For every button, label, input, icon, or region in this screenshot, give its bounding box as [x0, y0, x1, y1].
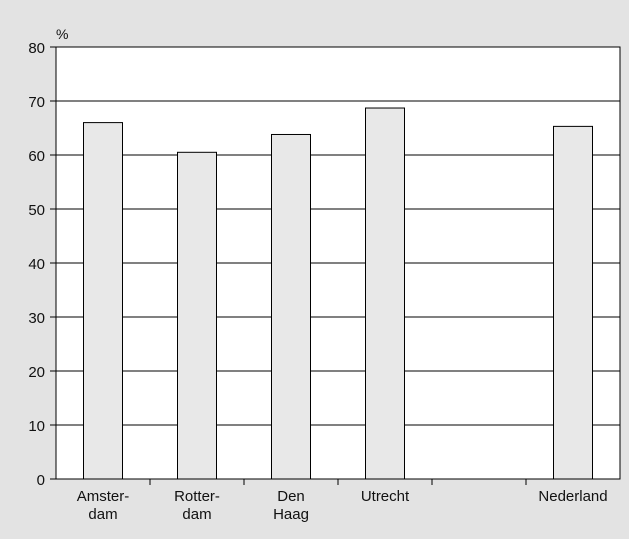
bar-0 — [83, 122, 123, 480]
y-tick-label-60: 60 — [28, 148, 45, 165]
y-tick-label-70: 70 — [28, 94, 45, 111]
category-label-1-line-1: dam — [182, 506, 211, 523]
category-label-5-line-0: Nederland — [538, 488, 607, 505]
category-label-2-line-0: Den — [277, 488, 305, 505]
y-tick-label-20: 20 — [28, 364, 45, 381]
y-tick-label-30: 30 — [28, 310, 45, 327]
category-label-3-line-0: Utrecht — [361, 488, 410, 505]
category-label-2-line-1: Haag — [273, 506, 309, 523]
bar-1 — [177, 151, 217, 480]
y-tick-label-80: 80 — [28, 40, 45, 57]
y-tick-label-10: 10 — [28, 418, 45, 435]
plot-frame — [55, 46, 621, 480]
category-label-0-line-0: Amster- — [77, 488, 130, 505]
bar-3 — [365, 107, 405, 480]
category-label-0-line-1: dam — [88, 506, 117, 523]
bar-5 — [553, 125, 593, 480]
bar-2 — [271, 133, 311, 480]
y-axis-unit-label: % — [56, 26, 68, 42]
y-tick-label-0: 0 — [37, 472, 45, 489]
category-label-1-line-0: Rotter- — [174, 488, 220, 505]
y-tick-label-50: 50 — [28, 202, 45, 219]
y-tick-label-40: 40 — [28, 256, 45, 273]
